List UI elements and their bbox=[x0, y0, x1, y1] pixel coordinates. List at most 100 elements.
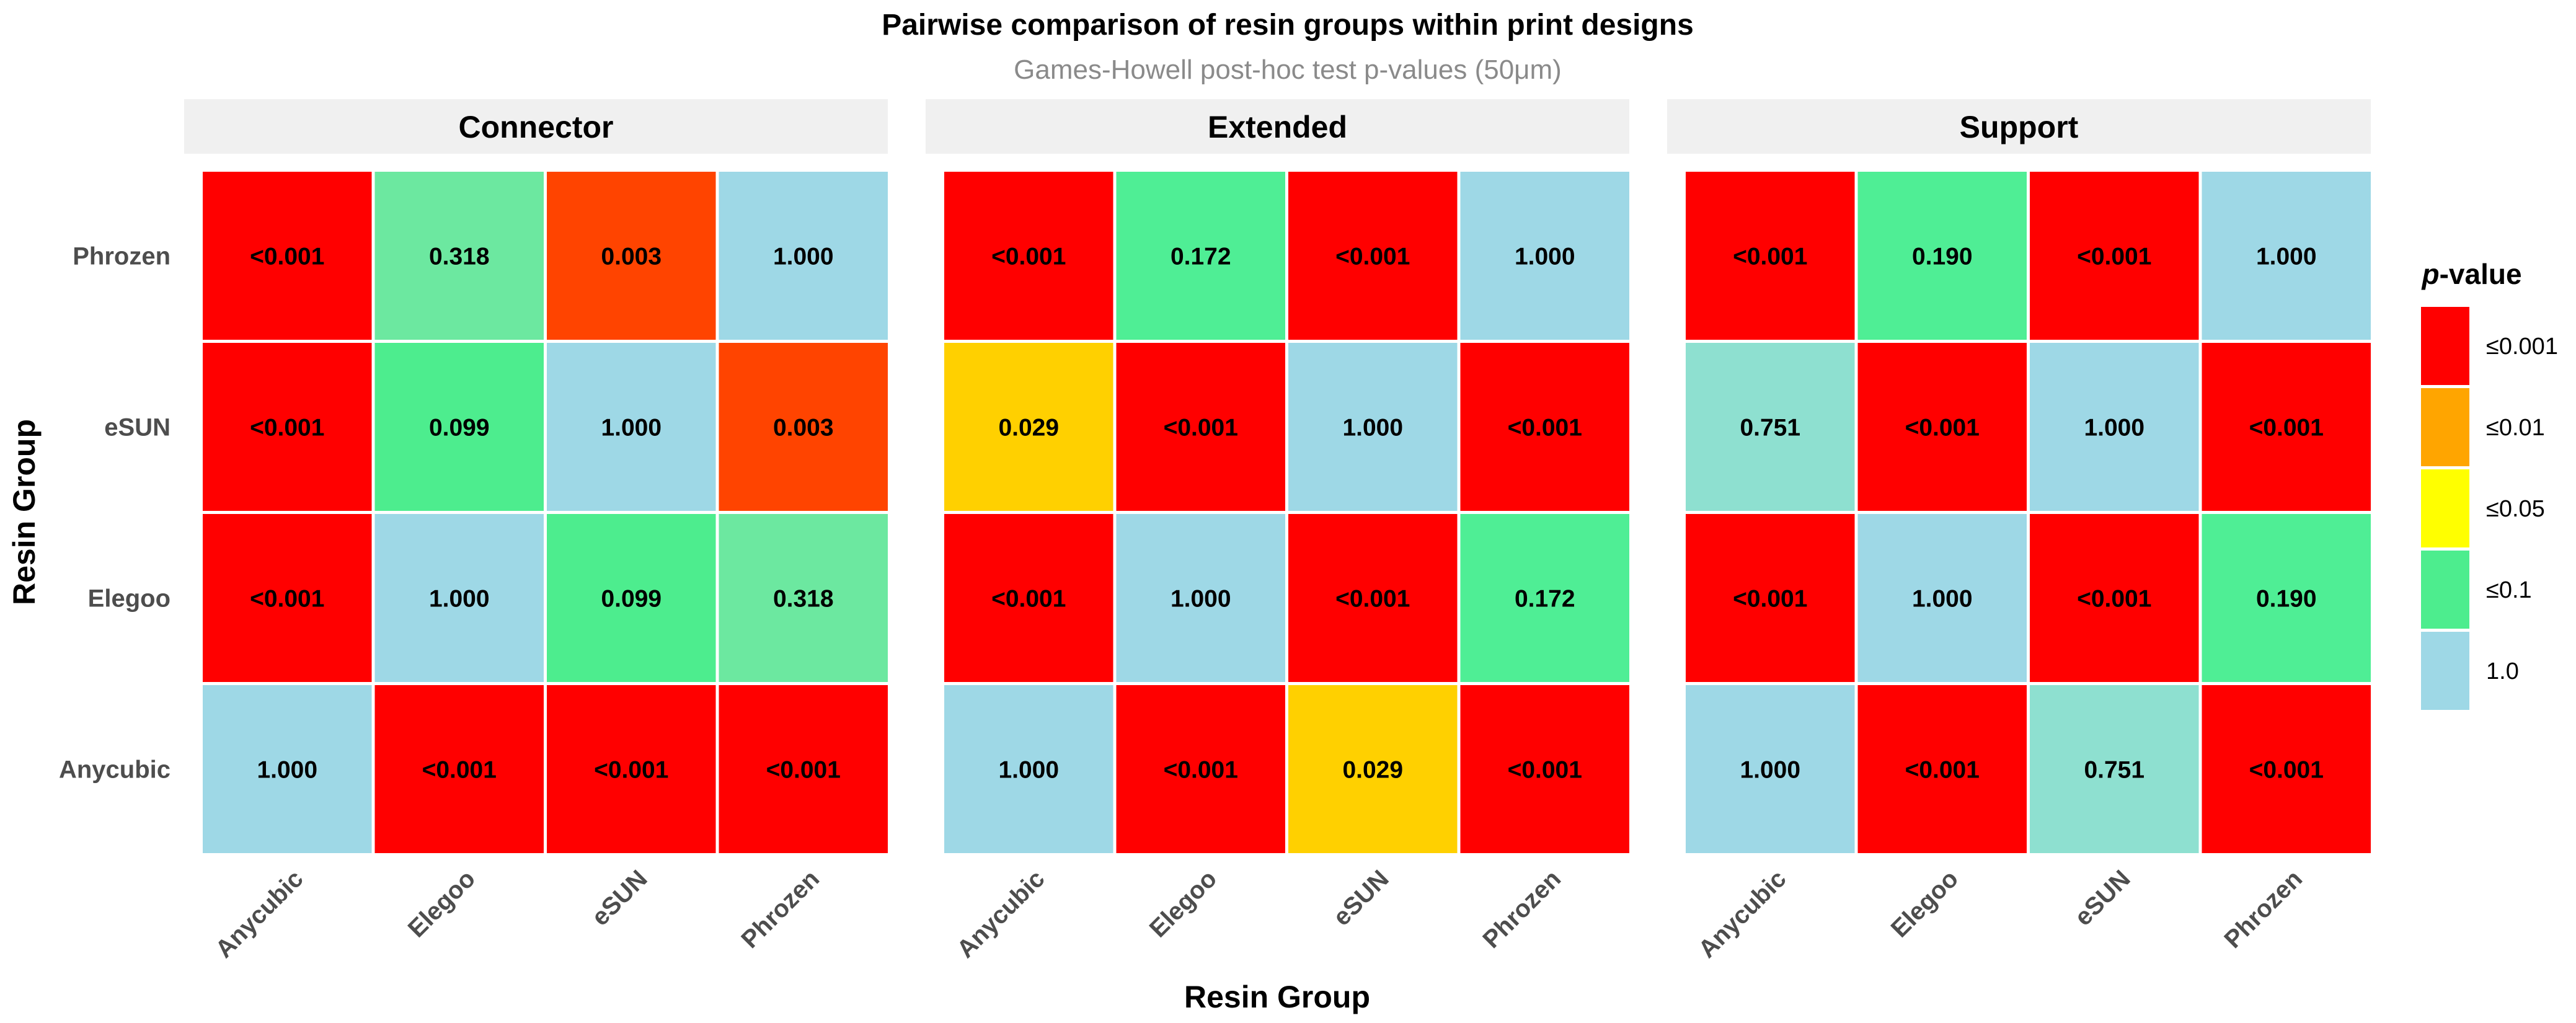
heatmap-cell bbox=[2030, 514, 2199, 682]
cell-value-label: <0.001 bbox=[250, 244, 324, 270]
heatmap-cell bbox=[944, 685, 1113, 853]
heatmap-cell bbox=[1288, 685, 1458, 853]
cell-value-label: 0.318 bbox=[773, 586, 834, 613]
heatmap-cell bbox=[547, 685, 716, 853]
heatmap-cell bbox=[1857, 343, 2027, 511]
heatmap-cell bbox=[2202, 514, 2371, 682]
cell-value-label: <0.001 bbox=[422, 757, 497, 784]
heatmap-cell bbox=[2030, 172, 2199, 340]
x-tick-label: eSUN bbox=[2069, 865, 2136, 931]
cell-value-label: <0.001 bbox=[1164, 757, 1238, 784]
cell-value-label: <0.001 bbox=[1905, 415, 1980, 441]
cell-value-label: 1.000 bbox=[1912, 586, 1973, 613]
panel-extended: Extended <0.001 0.172 <0.001 1.000 0.029 <0.00… bbox=[926, 99, 1629, 963]
heatmap-cell bbox=[1686, 514, 1855, 682]
heatmap-cell bbox=[1288, 514, 1458, 682]
cell-value-label: 0.318 bbox=[429, 244, 490, 270]
heatmap-cell bbox=[1686, 343, 1855, 511]
facet-strip bbox=[926, 99, 1629, 154]
heatmap-cell bbox=[547, 172, 716, 340]
heatmap-cell bbox=[2030, 685, 2199, 853]
x-axis-title: Resin Group bbox=[1184, 980, 1370, 1014]
heatmap-cell bbox=[719, 514, 888, 682]
legend-swatch bbox=[2421, 469, 2469, 547]
cell-value-label: 1.000 bbox=[1515, 244, 1575, 270]
x-tick-label: Elegoo bbox=[1886, 865, 1963, 942]
heatmap-cell bbox=[944, 343, 1113, 511]
cell-value-label: <0.001 bbox=[2249, 415, 2324, 441]
heatmap-cell bbox=[2202, 685, 2371, 853]
legend-swatch bbox=[2421, 307, 2469, 385]
panel-support: Support <0.001 0.190 <0.001 1.000 0.751 <0.001… bbox=[1667, 99, 2371, 963]
heatmap-cell bbox=[1460, 172, 1629, 340]
x-tick-label: Elegoo bbox=[403, 865, 480, 942]
cell-value-label: <0.001 bbox=[1733, 244, 1807, 270]
heatmap-cell bbox=[719, 172, 888, 340]
cell-value-label: <0.001 bbox=[1733, 586, 1807, 613]
legend-title: p-value bbox=[2420, 258, 2521, 290]
cell-value-label: <0.001 bbox=[2077, 586, 2151, 613]
x-tick-label: Anycubic bbox=[210, 865, 308, 963]
cell-value-label: <0.001 bbox=[2249, 757, 2324, 784]
heatmap-cell bbox=[1857, 172, 2027, 340]
legend-label: ≤0.1 bbox=[2486, 577, 2532, 603]
cell-value-label: <0.001 bbox=[594, 757, 668, 784]
heatmap-cell bbox=[203, 172, 372, 340]
cell-value-label: 0.099 bbox=[429, 415, 490, 441]
cell-value-label: 0.003 bbox=[601, 244, 662, 270]
cell-value-label: 1.000 bbox=[2084, 415, 2144, 441]
heatmap-cell bbox=[374, 343, 544, 511]
facet-strip-label: Support bbox=[1960, 110, 2079, 144]
legend-swatch bbox=[2421, 551, 2469, 629]
cell-value-label: 1.000 bbox=[1171, 586, 1231, 613]
cell-value-label: 0.003 bbox=[773, 415, 834, 441]
heatmap-cell bbox=[1116, 172, 1285, 340]
legend-swatch bbox=[2421, 632, 2469, 710]
cell-value-label: 1.000 bbox=[257, 757, 317, 784]
legend: p-value ≤0.001 ≤0.01 ≤0.05 ≤0.1 1.0 bbox=[2420, 258, 2558, 710]
heatmap-cell bbox=[944, 172, 1113, 340]
heatmap-cell bbox=[1116, 514, 1285, 682]
cell-value-label: <0.001 bbox=[250, 415, 324, 441]
cell-value-label: 1.000 bbox=[773, 244, 834, 270]
facet-strip bbox=[184, 99, 888, 154]
y-tick-label: eSUN bbox=[104, 414, 170, 441]
cell-value-label: 1.000 bbox=[429, 586, 490, 613]
heatmap-cell bbox=[203, 514, 372, 682]
cell-value-label: 0.172 bbox=[1515, 586, 1575, 613]
y-tick-label: Phrozen bbox=[73, 243, 170, 270]
heatmap-cell bbox=[719, 685, 888, 853]
heatmap-cell bbox=[1686, 685, 1855, 853]
heatmap-cell bbox=[1857, 685, 2027, 853]
cell-value-label: <0.001 bbox=[250, 586, 324, 613]
heatmap-cell bbox=[2202, 343, 2371, 511]
heatmap-cell bbox=[2202, 172, 2371, 340]
cell-value-label: <0.001 bbox=[766, 757, 841, 784]
cell-value-label: 1.000 bbox=[601, 415, 662, 441]
facet-panels: Connector <0.001 0.318 0.003 1.000 <0.001 0.09… bbox=[59, 99, 2371, 963]
cell-value-label: <0.001 bbox=[1164, 415, 1238, 441]
x-tick-label: eSUN bbox=[1328, 865, 1394, 931]
x-tick-label: Anycubic bbox=[1693, 865, 1791, 963]
cell-value-label: 0.029 bbox=[998, 415, 1059, 441]
heatmap-cell bbox=[374, 685, 544, 853]
cell-value-label: 1.000 bbox=[1342, 415, 1403, 441]
cell-value-label: 0.751 bbox=[1740, 415, 1800, 441]
x-tick-label: Phrozen bbox=[736, 865, 825, 954]
cell-value-label: 0.029 bbox=[1342, 757, 1403, 784]
x-tick-label: Elegoo bbox=[1144, 865, 1222, 942]
cell-value-label: 0.099 bbox=[601, 586, 662, 613]
cell-value-label: <0.001 bbox=[1335, 586, 1410, 613]
cell-value-label: <0.001 bbox=[991, 244, 1066, 270]
cell-value-label: 1.000 bbox=[2256, 244, 2317, 270]
cell-value-label: 0.172 bbox=[1171, 244, 1231, 270]
facet-strip bbox=[1667, 99, 2371, 154]
heatmap-cell bbox=[374, 172, 544, 340]
x-tick-label: eSUN bbox=[586, 865, 653, 931]
facet-strip-label: Connector bbox=[459, 110, 614, 144]
legend-swatch bbox=[2421, 388, 2469, 466]
cell-value-label: 1.000 bbox=[1740, 757, 1800, 784]
heatmap-cell bbox=[1460, 685, 1629, 853]
heatmap-cell bbox=[203, 685, 372, 853]
